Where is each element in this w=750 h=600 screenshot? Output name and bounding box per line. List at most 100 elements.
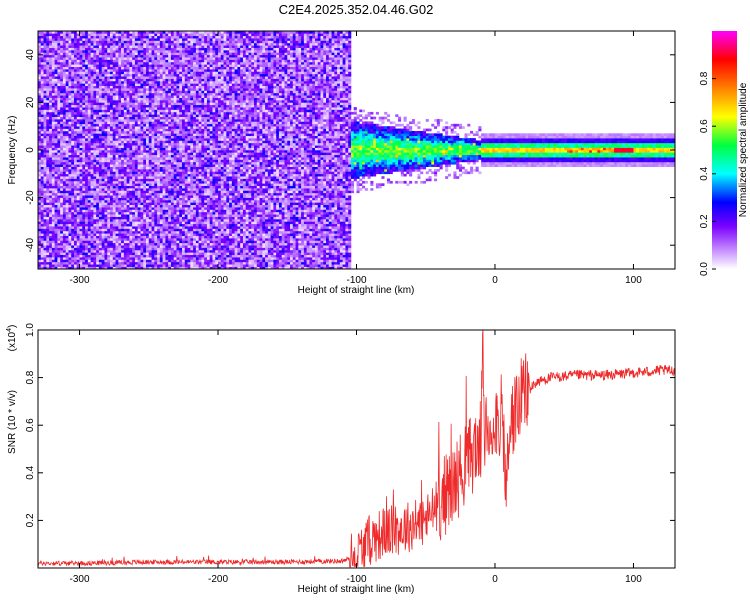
heatmap-cell <box>107 69 111 72</box>
heatmap-cell <box>85 238 89 241</box>
heatmap-cell <box>154 114 158 117</box>
heatmap-cell <box>146 73 150 77</box>
heatmap-cell <box>137 38 141 41</box>
heatmap-cell <box>51 240 55 244</box>
heatmap-cell <box>49 33 53 37</box>
heatmap-cell <box>93 33 97 37</box>
heatmap-cell <box>126 119 130 122</box>
heatmap-cell <box>54 128 58 132</box>
heatmap-cell <box>123 230 127 234</box>
heatmap-cell <box>126 31 130 34</box>
heatmap-cell <box>76 142 80 146</box>
heatmap-cell <box>107 254 111 258</box>
heatmap-cell <box>101 145 105 148</box>
heatmap-cell <box>51 235 55 239</box>
heatmap-cell <box>118 204 122 208</box>
heatmap-cell <box>115 90 119 94</box>
heatmap-cell <box>162 42 166 46</box>
heatmap-cell <box>123 199 127 203</box>
heatmap-cell <box>110 114 114 117</box>
heatmap-cell <box>165 219 169 222</box>
heatmap-cell <box>51 159 55 163</box>
heatmap-cell <box>85 209 89 213</box>
heatmap-cell <box>65 109 69 113</box>
heatmap-cell <box>90 204 94 208</box>
heatmap-cell <box>51 92 55 96</box>
heatmap-cell <box>115 133 119 137</box>
heatmap-cell <box>107 128 111 132</box>
heatmap-cell <box>40 100 44 103</box>
heatmap-cell <box>74 80 78 84</box>
heatmap-cell <box>43 100 47 103</box>
heatmap-cell <box>129 245 133 248</box>
heatmap-cell <box>126 104 130 108</box>
heatmap-cell <box>74 52 78 56</box>
heatmap-cell <box>46 164 50 167</box>
heatmap-cell <box>134 71 138 75</box>
heatmap-cell <box>148 176 152 179</box>
heatmap-cell <box>76 54 80 58</box>
heatmap-cell <box>129 102 133 106</box>
heatmap-cell <box>85 195 89 198</box>
heatmap-cell <box>118 254 122 258</box>
heatmap-cell <box>101 126 105 129</box>
heatmap-cell <box>104 166 108 170</box>
heatmap-cell <box>118 111 122 115</box>
heatmap-cell <box>170 249 175 253</box>
heatmap-cell <box>71 128 75 132</box>
heatmap-cell <box>104 204 108 208</box>
heatmap-cell <box>40 83 44 87</box>
heatmap-cell <box>112 78 116 82</box>
heatmap-cell <box>85 157 89 160</box>
heatmap-cell <box>43 152 47 156</box>
heatmap-cell <box>154 173 158 177</box>
heatmap-cells <box>38 31 675 269</box>
heatmap-cell <box>101 116 105 120</box>
heatmap-cell <box>40 188 44 191</box>
heatmap-cell <box>74 238 78 241</box>
heatmap-cell <box>82 97 86 101</box>
heatmap-cell <box>143 228 147 232</box>
heatmap-cell <box>46 114 50 117</box>
heatmap-cell <box>137 252 141 256</box>
heatmap-cell <box>121 173 125 177</box>
heatmap-cell <box>65 202 69 206</box>
heatmap-cell <box>104 59 108 63</box>
heatmap-cell <box>68 126 72 129</box>
heatmap-cell <box>98 33 102 37</box>
heatmap-cell <box>162 245 166 248</box>
heatmap-cell <box>76 173 80 177</box>
heatmap-cell <box>151 102 155 106</box>
heatmap-cell <box>159 47 163 51</box>
heatmap-cell <box>112 245 116 248</box>
heatmap-cell <box>159 59 163 63</box>
heatmap-cell <box>38 80 42 84</box>
heatmap-cell <box>74 73 78 77</box>
heatmap-cell <box>140 35 144 39</box>
heatmap-cell <box>157 128 161 132</box>
heatmap-cell <box>54 114 58 117</box>
heatmap-cell <box>165 266 169 269</box>
heatmap-cell <box>162 111 166 115</box>
heatmap-cell <box>57 252 61 256</box>
heatmap-cell <box>46 42 50 46</box>
heatmap-cell <box>107 252 111 256</box>
heatmap-cell <box>104 111 108 115</box>
heatmap-cell <box>98 204 102 208</box>
heatmap-cell <box>57 83 61 87</box>
heatmap-cell <box>54 159 58 163</box>
heatmap-cell <box>82 38 86 41</box>
heatmap-cell <box>74 157 78 160</box>
heatmap-cell <box>159 73 163 77</box>
heatmap-cell <box>51 266 55 269</box>
heatmap-cell <box>110 107 114 110</box>
heatmap-cell <box>159 204 163 208</box>
heatmap-cell <box>93 100 97 103</box>
heatmap-cell <box>79 161 83 165</box>
heatmap-cell <box>79 252 83 256</box>
heatmap-cell <box>98 73 102 77</box>
heatmap-cell <box>123 169 127 172</box>
heatmap-cell <box>60 71 64 75</box>
heatmap-cell <box>62 88 66 91</box>
heatmap-cell <box>101 97 105 101</box>
